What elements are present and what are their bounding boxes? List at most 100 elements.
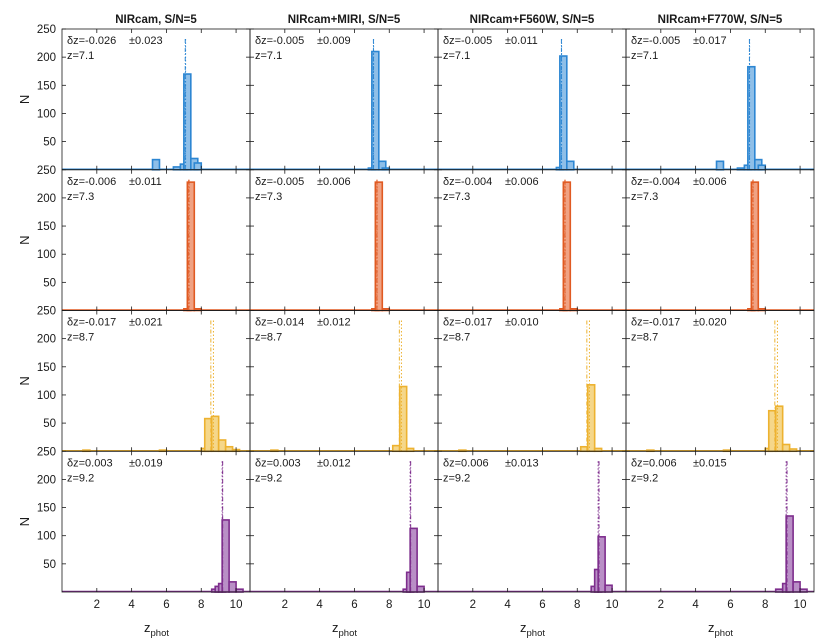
delta-z-label: δz=-0.004 bbox=[443, 176, 492, 188]
histogram-bar-2 bbox=[172, 166, 182, 171]
true-z-label: z=8.7 bbox=[631, 332, 658, 344]
histogram-bar-6 bbox=[757, 164, 767, 171]
x-axis-label-sub: phot bbox=[527, 628, 546, 639]
histogram-bar-5 bbox=[228, 581, 237, 593]
x-tick-label: 4 bbox=[504, 599, 511, 611]
histogram-bar-4 bbox=[416, 585, 425, 593]
panel-r4-c1: δz=0.003 ±0.019 z=9.2 50 100 150 200 250 2 4 6 8 10 bbox=[37, 446, 251, 611]
delta-z-label: δz=-0.017 bbox=[631, 317, 680, 329]
delta-z-label: δz=-0.005 bbox=[255, 35, 304, 47]
true-z-label: z=8.7 bbox=[443, 332, 470, 344]
x-axis-label: zphot bbox=[332, 620, 357, 639]
y-tick-label: 150 bbox=[37, 503, 56, 515]
histogram-bar-6 bbox=[217, 439, 227, 453]
sigma-label: ±0.011 bbox=[505, 35, 538, 47]
delta-z-label: δz=-0.017 bbox=[67, 317, 116, 329]
panel-r4-c3: δz=0.006 ±0.013 z=9.2 2 4 6 8 10 bbox=[437, 450, 627, 611]
histogram-bar-1 bbox=[151, 158, 161, 171]
histogram-bar-4 bbox=[792, 581, 801, 593]
histogram-bar-4 bbox=[221, 519, 230, 593]
true-z-label: z=9.2 bbox=[255, 472, 282, 484]
true-z-label: z=7.1 bbox=[255, 50, 282, 62]
panel-r4-c4: δz=0.006 ±0.015 z=9.2 2 4 6 8 10 bbox=[625, 450, 815, 611]
histogram-bar-5 bbox=[799, 588, 808, 593]
histogram-bar-6 bbox=[781, 443, 791, 453]
x-axis-label-main: z bbox=[520, 620, 527, 635]
y-axis-label: N bbox=[17, 517, 32, 526]
x-axis-label-main: z bbox=[144, 620, 151, 635]
column-title-1: NIRcam, S/N=5 bbox=[115, 14, 197, 26]
y-tick-label: 100 bbox=[37, 249, 56, 261]
x-axis-label: zphot bbox=[520, 620, 545, 639]
histogram-bar-3 bbox=[566, 160, 575, 171]
y-tick-label: 200 bbox=[37, 193, 56, 205]
y-tick-label: 200 bbox=[37, 474, 56, 486]
x-tick-label: 8 bbox=[762, 599, 768, 611]
y-axis-label: N bbox=[17, 376, 32, 385]
histogram-bar-3 bbox=[586, 384, 596, 453]
true-z-label: z=7.3 bbox=[443, 191, 470, 203]
histogram-bar-2 bbox=[374, 181, 384, 312]
y-tick-label: 100 bbox=[37, 390, 56, 402]
panel-r1-c3: δz=-0.005 ±0.011 z=7.1 bbox=[437, 28, 627, 171]
panel-frame bbox=[625, 450, 815, 593]
y-tick-label: 250 bbox=[37, 306, 56, 318]
histogram-bar-6 bbox=[235, 588, 244, 593]
sigma-label: ±0.021 bbox=[129, 317, 163, 329]
x-tick-label: 6 bbox=[539, 599, 545, 611]
x-tick-label: 2 bbox=[282, 599, 288, 611]
delta-z-label: δz=-0.014 bbox=[255, 317, 304, 329]
x-tick-label: 2 bbox=[658, 599, 664, 611]
column-title-4: NIRcam+F770W, S/N=5 bbox=[658, 14, 783, 26]
sigma-label: ±0.009 bbox=[317, 35, 351, 47]
true-z-label: z=8.7 bbox=[67, 332, 94, 344]
y-axis-label: N bbox=[17, 235, 32, 244]
x-tick-label: 2 bbox=[94, 599, 100, 611]
histogram-bar-2 bbox=[750, 181, 760, 312]
x-tick-label: 2 bbox=[470, 599, 476, 611]
y-tick-label: 50 bbox=[43, 277, 56, 289]
y-tick-label: 250 bbox=[37, 446, 56, 458]
delta-z-label: δz=-0.005 bbox=[631, 35, 680, 47]
histogram-bar-5 bbox=[210, 415, 220, 453]
delta-z-label: δz=-0.005 bbox=[443, 35, 492, 47]
y-axis-label: N bbox=[17, 95, 32, 104]
x-tick-label: 6 bbox=[351, 599, 357, 611]
histogram-bar-4 bbox=[405, 447, 415, 453]
x-axis-label-sub: phot bbox=[339, 628, 358, 639]
x-tick-label: 8 bbox=[198, 599, 204, 611]
panel-r3-c2: δz=-0.014 ±0.012 z=8.7 bbox=[249, 310, 439, 453]
true-z-label: z=7.3 bbox=[631, 191, 658, 203]
y-tick-label: 50 bbox=[43, 137, 56, 149]
y-tick-label: 100 bbox=[37, 531, 56, 543]
true-z-label: z=7.1 bbox=[67, 50, 94, 62]
histogram-bar-3 bbox=[409, 527, 418, 593]
sigma-label: ±0.012 bbox=[317, 457, 351, 469]
sigma-label: ±0.013 bbox=[505, 457, 539, 469]
panel-r1-c1: δz=-0.026 ±0.023 z=7.1 50 100 150 200 250 bbox=[37, 24, 251, 171]
panel-r1-c4: δz=-0.005 ±0.017 z=7.1 bbox=[625, 28, 815, 171]
x-axis-label-main: z bbox=[708, 620, 715, 635]
x-tick-label: 6 bbox=[727, 599, 733, 611]
sigma-label: ±0.006 bbox=[693, 176, 727, 188]
histogram-bar-1 bbox=[715, 160, 725, 171]
true-z-label: z=7.1 bbox=[443, 50, 470, 62]
panel-r3-c3: δz=-0.017 ±0.010 z=8.7 bbox=[437, 310, 627, 453]
x-tick-label: 10 bbox=[794, 599, 807, 611]
x-tick-label: 4 bbox=[316, 599, 323, 611]
x-tick-label: 8 bbox=[386, 599, 392, 611]
panel-r1-c2: δz=-0.005 ±0.009 z=7.1 bbox=[249, 28, 439, 171]
sigma-label: ±0.023 bbox=[129, 35, 163, 47]
panel-r2-c3: δz=-0.004 ±0.006 z=7.3 bbox=[437, 169, 627, 312]
x-axis-label: zphot bbox=[144, 620, 169, 639]
sigma-label: ±0.010 bbox=[505, 317, 539, 329]
panel-r2-c2: δz=-0.005 ±0.006 z=7.3 bbox=[249, 169, 439, 312]
y-tick-label: 150 bbox=[37, 362, 56, 374]
sigma-label: ±0.011 bbox=[129, 176, 162, 188]
panel-r2-c4: δz=-0.004 ±0.006 z=7.3 bbox=[625, 169, 815, 312]
true-z-label: z=8.7 bbox=[255, 332, 282, 344]
histogram-bar-2 bbox=[562, 181, 572, 312]
x-axis-label-sub: phot bbox=[151, 628, 170, 639]
y-tick-label: 150 bbox=[37, 221, 56, 233]
true-z-label: z=9.2 bbox=[443, 472, 470, 484]
